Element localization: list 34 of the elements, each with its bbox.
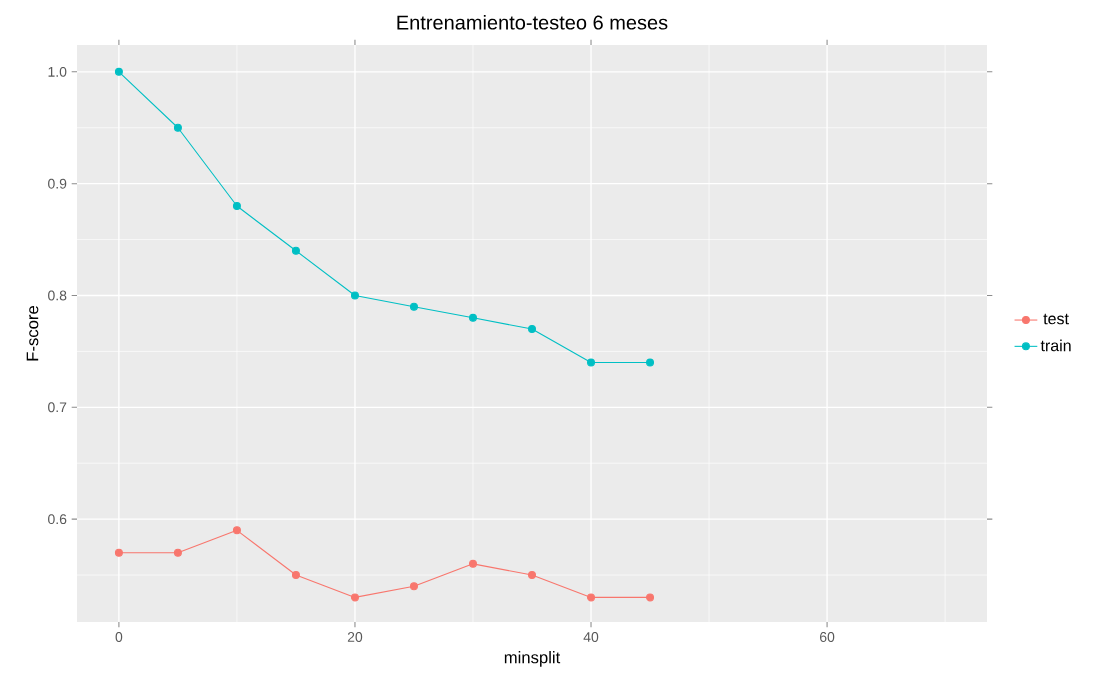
point (291, 246, 300, 255)
legend-label: test (1043, 313, 1069, 325)
point (587, 593, 596, 602)
point (232, 526, 241, 535)
point (468, 313, 477, 322)
point (350, 291, 359, 300)
point (173, 548, 182, 557)
y-tick-label: 0.7 (48, 402, 67, 413)
x-axis-title: minsplit (504, 651, 561, 667)
chart-title: Entrenamiento-testeo 6 meses (397, 14, 668, 30)
x-tick-label: 0 (115, 632, 123, 642)
point (527, 571, 537, 580)
point (114, 548, 123, 557)
legend-label: train (1040, 339, 1071, 352)
point (232, 202, 241, 211)
x-tick-label: 60 (820, 632, 835, 642)
point (527, 325, 537, 334)
point (291, 571, 300, 580)
point (409, 302, 418, 311)
point (468, 559, 477, 568)
point (173, 123, 182, 132)
x-tick-label: 40 (583, 632, 599, 642)
x-tick-label: 20 (347, 632, 363, 642)
y-tick-label: 0.9 (48, 178, 67, 189)
point (409, 582, 418, 591)
point (587, 358, 596, 367)
point (646, 593, 655, 602)
y-tick-label: 0.6 (48, 514, 67, 525)
y-tick-label: 1.0 (48, 66, 67, 77)
y-tick-label: 0.8 (48, 290, 67, 301)
point (350, 593, 359, 602)
y-axis-title: F-score (26, 306, 39, 361)
point (646, 358, 655, 367)
point (114, 67, 123, 76)
